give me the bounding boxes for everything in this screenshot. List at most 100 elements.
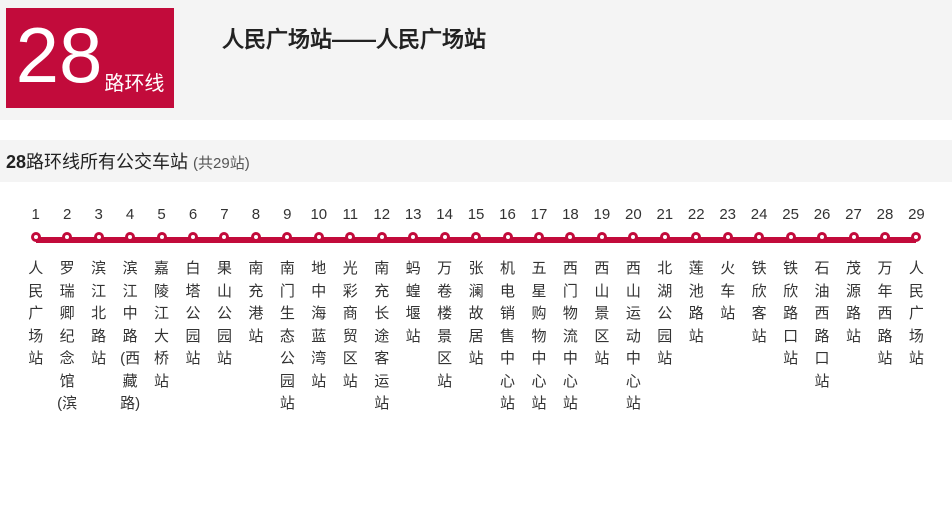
- stop-name[interactable]: 滨江中路(西藏路): [114, 258, 145, 416]
- stop-name[interactable]: 滨江北路站: [91, 258, 106, 371]
- stop-name-col: 北湖公园站: [649, 258, 680, 416]
- section-title-bold: 28: [6, 152, 26, 172]
- stop-name-col: 光彩商贸区站: [335, 258, 366, 416]
- stop-dot: [251, 232, 261, 242]
- stop-number: 25: [782, 206, 799, 226]
- stop-name-col: 人民广场站: [901, 258, 932, 416]
- stop-number: 11: [342, 206, 358, 226]
- stop-number: 16: [499, 206, 516, 226]
- stop-number-col: 7: [209, 206, 240, 232]
- stop-number-col: 13: [397, 206, 428, 232]
- stop-name[interactable]: 光彩商贸区站: [343, 258, 358, 393]
- stop-name[interactable]: 罗瑞卿纪念馆(滨: [57, 258, 77, 416]
- stop-name[interactable]: 茂源路站: [846, 258, 861, 348]
- stop-name-col: 石油西路口站: [806, 258, 837, 416]
- section-count: (共29站): [193, 155, 250, 172]
- stop-name-col: 西山运动中心站: [618, 258, 649, 416]
- stop-number-col: 24: [743, 206, 774, 232]
- stop-number-col: 12: [366, 206, 397, 232]
- stop-number: 6: [189, 206, 197, 226]
- stop-name[interactable]: 万卷楼景区站: [437, 258, 452, 393]
- stop-dot: [440, 232, 450, 242]
- stop-name[interactable]: 北湖公园站: [657, 258, 672, 371]
- stop-name[interactable]: 莲池路站: [689, 258, 704, 348]
- stop-number-col: 16: [492, 206, 523, 232]
- stop-number: 3: [94, 206, 102, 226]
- stop-name-col: 莲池路站: [681, 258, 712, 416]
- stop-name-col: 罗瑞卿纪念馆(滨: [51, 258, 82, 416]
- stop-name-col: 果山公园站: [209, 258, 240, 416]
- stop-name[interactable]: 白塔公园站: [185, 258, 200, 371]
- stop-name[interactable]: 石油西路口站: [815, 258, 830, 393]
- stop-name[interactable]: 南门生态公园站: [280, 258, 295, 416]
- stop-name[interactable]: 西门物流中心站: [563, 258, 578, 416]
- stop-name-col: 嘉陵江大桥站: [146, 258, 177, 416]
- stop-number: 27: [845, 206, 862, 226]
- stop-name[interactable]: 人民广场站: [909, 258, 924, 371]
- stop-dot-wrap: [838, 232, 869, 242]
- stop-number-col: 20: [618, 206, 649, 232]
- stop-name-col: 地中海蓝湾站: [303, 258, 334, 416]
- stop-number: 12: [373, 206, 390, 226]
- stop-dot-wrap: [555, 232, 586, 242]
- stop-name-col: 机电销售中心站: [492, 258, 523, 416]
- stop-number-col: 3: [83, 206, 114, 232]
- stop-dot: [723, 232, 733, 242]
- stop-name[interactable]: 南充港站: [248, 258, 263, 348]
- stop-dot-wrap: [523, 232, 554, 242]
- stop-number-col: 5: [146, 206, 177, 232]
- stop-number-col: 17: [523, 206, 554, 232]
- stop-name[interactable]: 万年西路站: [877, 258, 892, 371]
- stop-number-col: 22: [681, 206, 712, 232]
- stop-number: 8: [252, 206, 260, 226]
- stop-name[interactable]: 西山景区站: [594, 258, 609, 371]
- stop-number: 19: [594, 206, 611, 226]
- stop-dot: [471, 232, 481, 242]
- stop-name[interactable]: 嘉陵江大桥站: [154, 258, 169, 393]
- stop-name[interactable]: 蚂蝗堰站: [406, 258, 421, 348]
- stop-name-col: 蚂蝗堰站: [397, 258, 428, 416]
- stop-dot-wrap: [618, 232, 649, 242]
- stop-names-row: 人民广场站罗瑞卿纪念馆(滨滨江北路站滨江中路(西藏路)嘉陵江大桥站白塔公园站果山…: [20, 258, 932, 416]
- stop-dot: [880, 232, 890, 242]
- stop-dot: [62, 232, 72, 242]
- stop-name[interactable]: 南充长途客运站: [374, 258, 389, 416]
- stop-name-col: 万年西路站: [869, 258, 900, 416]
- section-title: 28路环线所有公交车站 (共29站): [0, 140, 952, 182]
- stop-name-col: 铁欣客站: [743, 258, 774, 416]
- stop-number: 10: [310, 206, 327, 226]
- stop-name[interactable]: 铁欣路口站: [783, 258, 798, 371]
- stop-dot: [157, 232, 167, 242]
- stop-dot-wrap: [901, 232, 932, 242]
- stop-name[interactable]: 铁欣客站: [752, 258, 767, 348]
- stop-name-col: 张澜故居站: [460, 258, 491, 416]
- stop-dot-wrap: [83, 232, 114, 242]
- stop-dot: [503, 232, 513, 242]
- stop-name[interactable]: 果山公园站: [217, 258, 232, 371]
- stop-name[interactable]: 机电销售中心站: [500, 258, 515, 416]
- stop-number-col: 25: [775, 206, 806, 232]
- stop-number-col: 29: [901, 206, 932, 232]
- stop-dot-wrap: [209, 232, 240, 242]
- stop-name[interactable]: 西山运动中心站: [626, 258, 641, 416]
- stop-name[interactable]: 张澜故居站: [469, 258, 484, 371]
- stop-name[interactable]: 五星购物中心站: [531, 258, 546, 416]
- stop-number: 13: [405, 206, 422, 226]
- stop-name-col: 西山景区站: [586, 258, 617, 416]
- stop-number: 20: [625, 206, 642, 226]
- stop-name-col: 南充长途客运站: [366, 258, 397, 416]
- stop-name[interactable]: 人民广场站: [28, 258, 43, 371]
- stop-name[interactable]: 火车站: [720, 258, 735, 326]
- stop-dot-wrap: [20, 232, 51, 242]
- stop-number: 9: [283, 206, 291, 226]
- stop-number: 14: [436, 206, 453, 226]
- stop-name[interactable]: 地中海蓝湾站: [311, 258, 326, 393]
- stop-number: 22: [688, 206, 705, 226]
- stop-dot: [786, 232, 796, 242]
- stop-dot: [754, 232, 764, 242]
- stop-number-col: 27: [838, 206, 869, 232]
- stop-number: 23: [719, 206, 736, 226]
- stop-dot-wrap: [335, 232, 366, 242]
- stop-dot: [125, 232, 135, 242]
- stop-number: 18: [562, 206, 579, 226]
